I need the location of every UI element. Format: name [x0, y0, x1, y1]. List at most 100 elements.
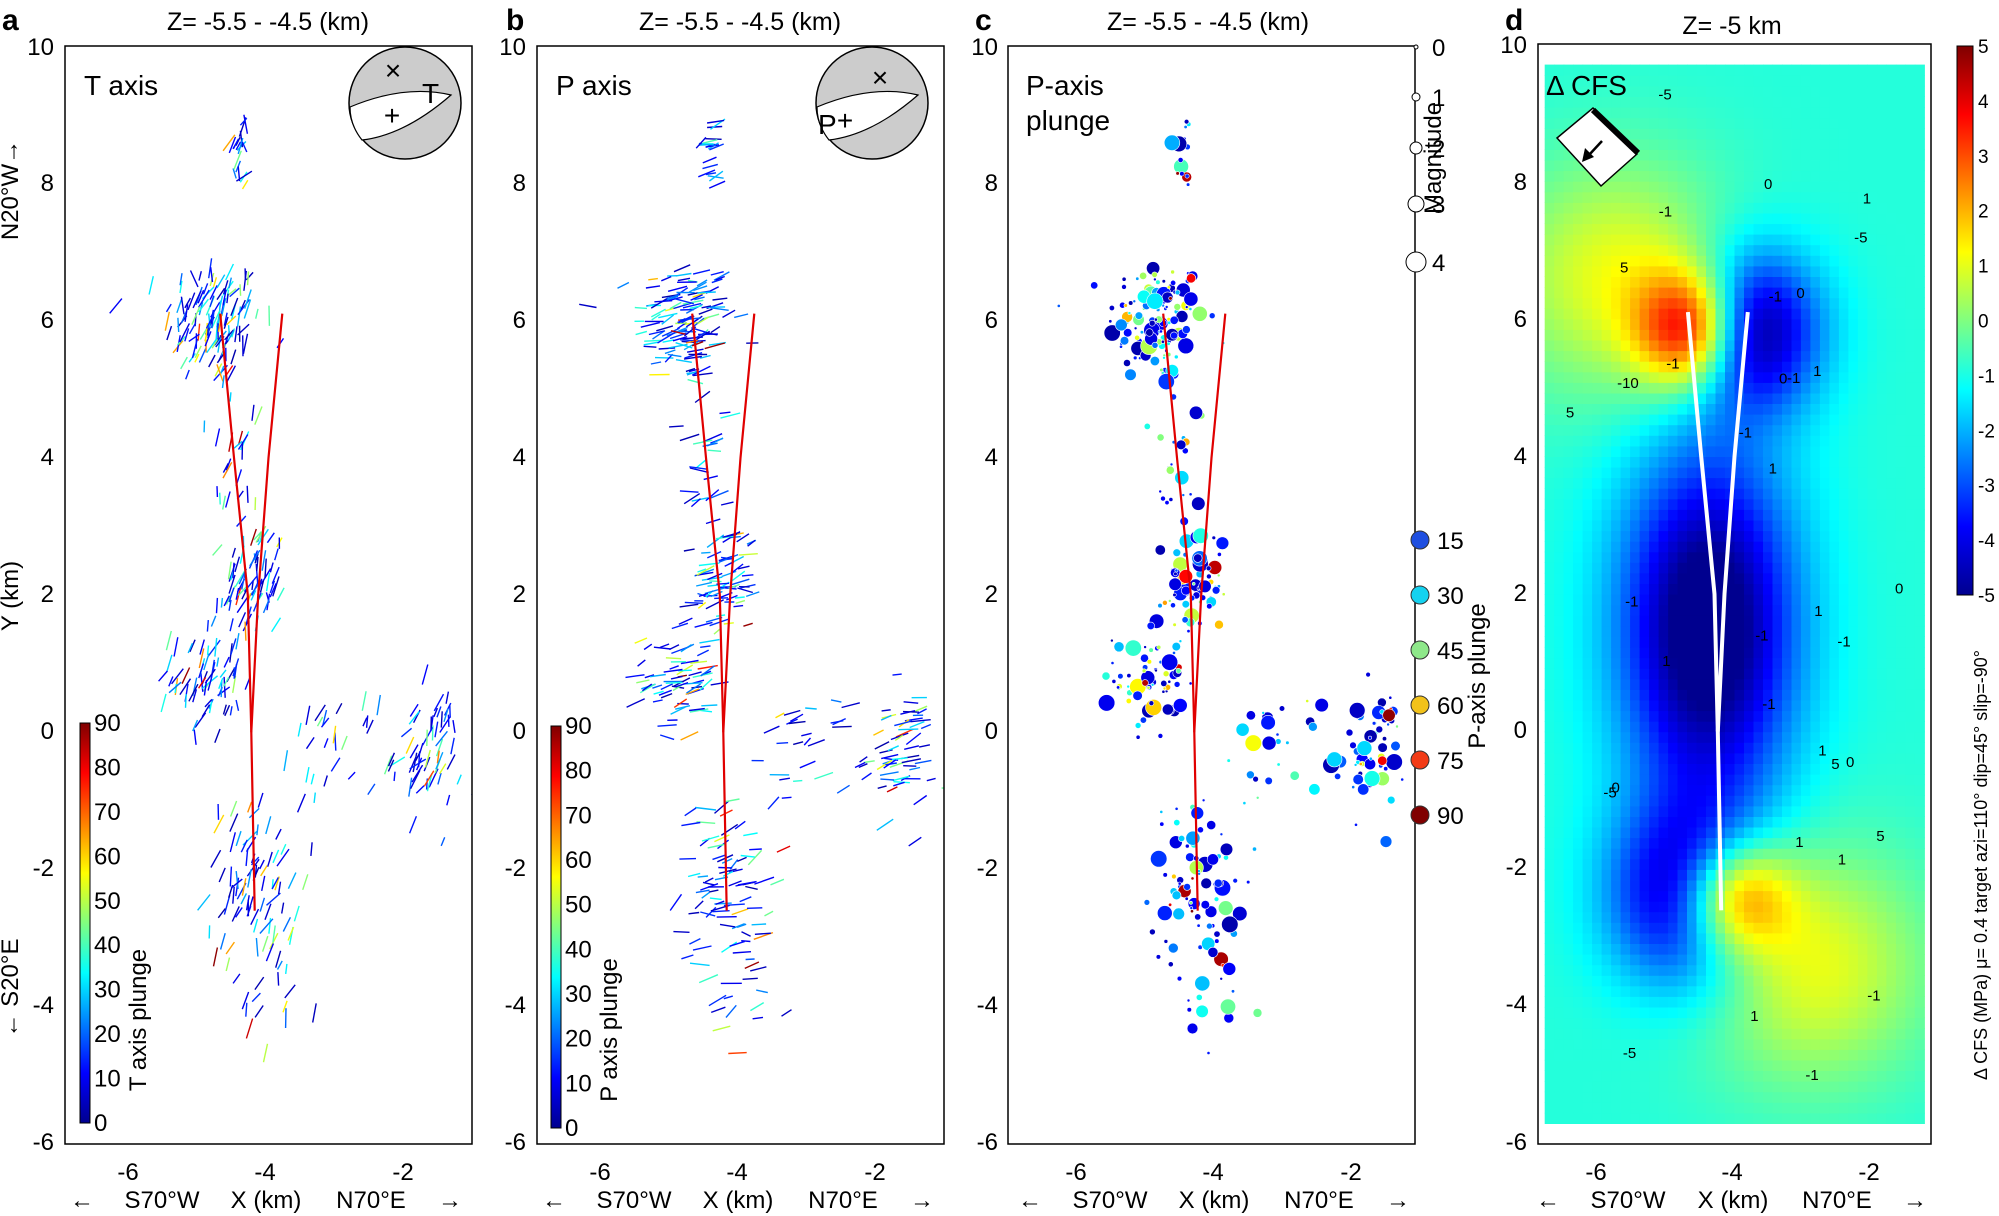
- event-circle: [1175, 668, 1182, 674]
- cfs-cell: [1544, 276, 1555, 288]
- cfs-cell: [1791, 466, 1802, 479]
- event-circle: [1177, 157, 1184, 163]
- cfs-cell: [1782, 350, 1793, 362]
- t-axis-mark: [229, 618, 234, 632]
- cfs-cell: [1829, 477, 1840, 489]
- cfs-cell: [1554, 339, 1565, 352]
- cfs-cell: [1677, 234, 1688, 246]
- cfs-cell: [1753, 212, 1764, 225]
- cfs-cell: [1582, 901, 1593, 913]
- p-axis-mark: [879, 749, 893, 754]
- cfs-cell: [1601, 1091, 1612, 1103]
- cfs-cell: [1715, 562, 1726, 574]
- cfs-cell: [1848, 170, 1859, 182]
- t-axis-mark: [223, 894, 231, 915]
- cfs-cell: [1819, 234, 1830, 246]
- cfs-cell: [1687, 1091, 1698, 1103]
- event-circle: [1116, 685, 1121, 690]
- cfs-cell: [1630, 181, 1641, 193]
- cfs-cell: [1791, 244, 1802, 256]
- cfs-cell: [1791, 477, 1802, 489]
- cfs-cell: [1658, 742, 1669, 754]
- p-axis-mark: [687, 872, 701, 878]
- t-axis-mark: [179, 323, 191, 343]
- cfs-cell: [1753, 551, 1764, 563]
- cfs-cell: [1800, 244, 1811, 256]
- t-axis-mark: [184, 694, 187, 708]
- cfs-cell: [1772, 329, 1783, 341]
- p-axis-mark: [713, 271, 730, 281]
- t-axis-mark: [222, 461, 233, 479]
- t-axis-mark: [245, 895, 250, 911]
- cfs-cell: [1819, 1081, 1830, 1093]
- cfs-cell: [1706, 996, 1717, 1008]
- cfs-cell: [1573, 255, 1584, 267]
- cfs-cell: [1848, 583, 1859, 595]
- event-circle: [1168, 577, 1182, 591]
- cfs-cell: [1829, 466, 1840, 479]
- cfs-cell: [1800, 604, 1811, 616]
- cfs-cell: [1677, 159, 1688, 172]
- p-axis-mark: [666, 294, 680, 300]
- cfs-cell: [1544, 329, 1555, 341]
- cfs-cell: [1848, 297, 1859, 309]
- cfs-cell: [1687, 392, 1698, 404]
- cfs-cell: [1696, 1112, 1707, 1124]
- cfs-cell: [1829, 159, 1840, 172]
- cfs-cell: [1810, 435, 1821, 447]
- cfs-cell: [1544, 911, 1555, 923]
- cfs-cell: [1819, 414, 1830, 426]
- cfs-cell: [1838, 721, 1849, 733]
- cfs-cell: [1763, 392, 1774, 404]
- cfs-cell: [1838, 159, 1849, 172]
- cfs-cell: [1763, 879, 1774, 892]
- t-axis-mark: [229, 866, 233, 887]
- y-tick: 0: [513, 718, 526, 745]
- cfs-cell: [1677, 308, 1688, 320]
- cfs-cell: [1563, 371, 1574, 383]
- cfs-cell: [1715, 107, 1726, 119]
- cfs-cell: [1544, 1006, 1555, 1019]
- event-circle: [1163, 939, 1169, 944]
- cfs-cell: [1810, 244, 1821, 256]
- cfs-cell: [1544, 466, 1555, 479]
- cfs-cell: [1782, 477, 1793, 489]
- cfs-cell: [1639, 234, 1650, 246]
- t-axis-mark: [204, 331, 212, 347]
- t-axis-mark: [223, 280, 229, 295]
- cfs-cell: [1848, 1038, 1859, 1050]
- cfs-cell: [1554, 361, 1565, 373]
- event-circle: [1354, 822, 1358, 827]
- cfs-cell: [1573, 170, 1584, 182]
- cfs-cell: [1639, 678, 1650, 690]
- cfs-cell: [1800, 805, 1811, 817]
- cfs-cell: [1838, 265, 1849, 277]
- cfs-cell: [1734, 975, 1745, 987]
- cfs-cell: [1696, 477, 1707, 489]
- cfs-cell: [1592, 922, 1603, 934]
- p-axis-mark: [686, 371, 698, 375]
- event-circle: [1123, 303, 1128, 308]
- colorbar-tick: 10: [94, 1066, 121, 1093]
- cfs-cell: [1791, 774, 1802, 786]
- cfs-cell: [1734, 308, 1745, 320]
- cfs-cell: [1753, 1091, 1764, 1103]
- cfs-cell: [1649, 519, 1660, 532]
- cfs-cell: [1753, 1059, 1764, 1071]
- cfs-cell: [1554, 879, 1565, 892]
- t-axis-mark: [266, 892, 281, 906]
- cfs-cell: [1819, 1091, 1830, 1103]
- p-axis-mark: [880, 714, 892, 721]
- cfs-cell: [1611, 943, 1622, 955]
- cfs-cell: [1658, 636, 1669, 648]
- cfs-cell: [1544, 636, 1555, 648]
- t-axis-mark: [241, 991, 250, 1010]
- cfs-cell: [1554, 107, 1565, 119]
- event-circle: [1171, 641, 1181, 652]
- t-axis-mark: [274, 876, 280, 891]
- cfs-cell: [1791, 964, 1802, 976]
- cfs-cell: [1601, 594, 1612, 606]
- cfs-cell: [1554, 382, 1565, 394]
- cfs-cell: [1725, 382, 1736, 394]
- t-axis-mark: [409, 769, 421, 790]
